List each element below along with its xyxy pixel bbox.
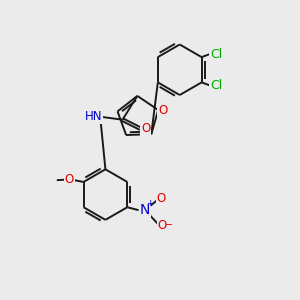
Text: O: O bbox=[64, 173, 74, 186]
Text: O: O bbox=[141, 122, 150, 135]
Text: O: O bbox=[157, 191, 166, 205]
Text: O: O bbox=[158, 104, 167, 117]
Text: HN: HN bbox=[85, 110, 102, 123]
Text: Cl: Cl bbox=[210, 48, 223, 61]
Text: Cl: Cl bbox=[210, 79, 223, 92]
Text: O: O bbox=[158, 219, 167, 232]
Text: +: + bbox=[146, 199, 153, 208]
Text: −: − bbox=[165, 220, 173, 230]
Text: N: N bbox=[140, 203, 150, 217]
